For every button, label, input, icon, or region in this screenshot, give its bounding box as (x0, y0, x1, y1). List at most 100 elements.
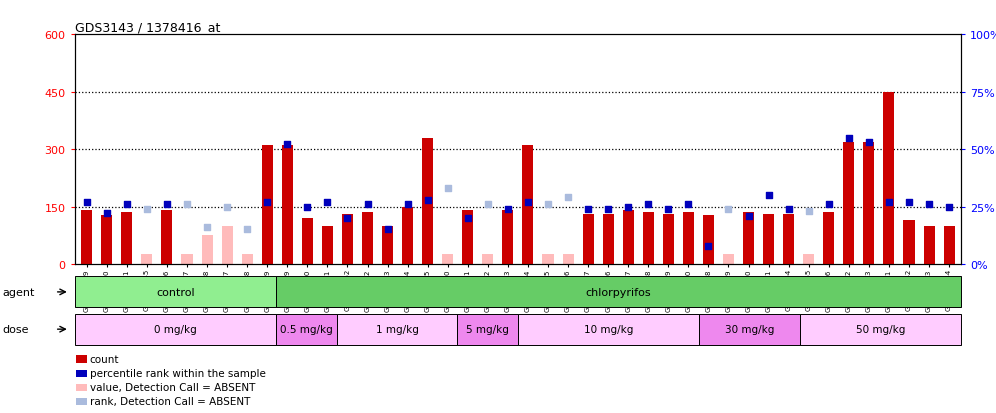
Point (300, 204, 316, 210)
Bar (699, 314, 800, 345)
Bar (763, 215, 774, 264)
Bar (563, 255, 574, 264)
Point (440, 185, 456, 192)
Point (781, 206, 797, 213)
Bar (723, 255, 734, 264)
Text: dose: dose (2, 324, 29, 335)
Point (399, 202, 415, 208)
Point (138, 206, 154, 213)
Point (520, 199, 536, 206)
Bar (75, 314, 276, 345)
Bar (943, 226, 954, 264)
Bar (322, 226, 333, 264)
Bar (844, 143, 855, 264)
Bar (803, 255, 815, 264)
Point (601, 206, 617, 213)
Bar (282, 146, 293, 264)
Point (720, 206, 736, 213)
Bar (181, 255, 192, 264)
Bar (642, 213, 653, 264)
Text: 1 mg/kg: 1 mg/kg (375, 324, 418, 335)
Point (741, 213, 757, 219)
Bar (76, 356, 87, 363)
Bar (402, 208, 413, 264)
Text: 10 mg/kg: 10 mg/kg (584, 324, 633, 335)
Text: GDS3143 / 1378416_at: GDS3143 / 1378416_at (75, 21, 220, 34)
Bar (76, 398, 87, 405)
Point (640, 202, 656, 208)
Text: rank, Detection Call = ABSENT: rank, Detection Call = ABSENT (90, 396, 250, 406)
Text: value, Detection Call = ABSENT: value, Detection Call = ABSENT (90, 382, 255, 392)
Point (320, 199, 336, 206)
Point (901, 199, 917, 206)
Point (580, 206, 596, 213)
Bar (442, 255, 453, 264)
Point (419, 197, 435, 204)
Point (279, 142, 295, 148)
Bar (141, 255, 152, 264)
Point (239, 227, 255, 233)
Point (821, 202, 837, 208)
Bar (662, 215, 674, 264)
Point (921, 202, 937, 208)
Text: 30 mg/kg: 30 mg/kg (725, 324, 774, 335)
Point (761, 192, 777, 199)
Point (79, 199, 95, 206)
Bar (683, 213, 694, 264)
Bar (221, 226, 233, 264)
Point (360, 202, 375, 208)
Bar (543, 255, 554, 264)
Point (179, 202, 195, 208)
Text: control: control (156, 287, 195, 297)
Bar (362, 213, 374, 264)
Bar (502, 211, 513, 264)
Bar (122, 213, 132, 264)
Point (801, 208, 817, 215)
Bar (903, 221, 914, 264)
Text: count: count (90, 354, 120, 364)
Bar (523, 146, 534, 264)
Bar (242, 255, 253, 264)
Point (540, 202, 556, 208)
Bar (82, 211, 93, 264)
Text: 5 mg/kg: 5 mg/kg (466, 324, 509, 335)
Bar (883, 93, 894, 264)
Text: 0 mg/kg: 0 mg/kg (154, 324, 197, 335)
Point (99, 211, 115, 217)
Point (259, 199, 275, 206)
Point (379, 227, 395, 233)
Bar (518, 314, 699, 345)
Point (500, 206, 516, 213)
Point (199, 224, 215, 231)
Bar (76, 384, 87, 391)
Point (861, 140, 876, 146)
Point (119, 202, 134, 208)
Bar (583, 215, 594, 264)
Point (219, 204, 235, 210)
Point (941, 204, 957, 210)
Text: percentile rank within the sample: percentile rank within the sample (90, 368, 266, 378)
Bar (161, 211, 172, 264)
Bar (102, 216, 113, 264)
Point (680, 202, 696, 208)
Bar (743, 213, 754, 264)
Point (841, 135, 857, 142)
Bar (422, 139, 433, 264)
Point (660, 206, 676, 213)
Point (480, 202, 496, 208)
Bar (457, 314, 518, 345)
Bar (342, 215, 353, 264)
Bar (201, 236, 212, 264)
Text: chlorpyrifos: chlorpyrifos (586, 287, 651, 297)
Bar (75, 277, 276, 308)
Point (621, 204, 636, 210)
Bar (783, 215, 794, 264)
Text: agent: agent (2, 287, 35, 297)
Bar (824, 213, 835, 264)
Text: 0.5 mg/kg: 0.5 mg/kg (280, 324, 333, 335)
Bar (276, 314, 337, 345)
Bar (262, 146, 273, 264)
Point (700, 243, 716, 249)
Point (340, 215, 356, 222)
Bar (864, 143, 874, 264)
